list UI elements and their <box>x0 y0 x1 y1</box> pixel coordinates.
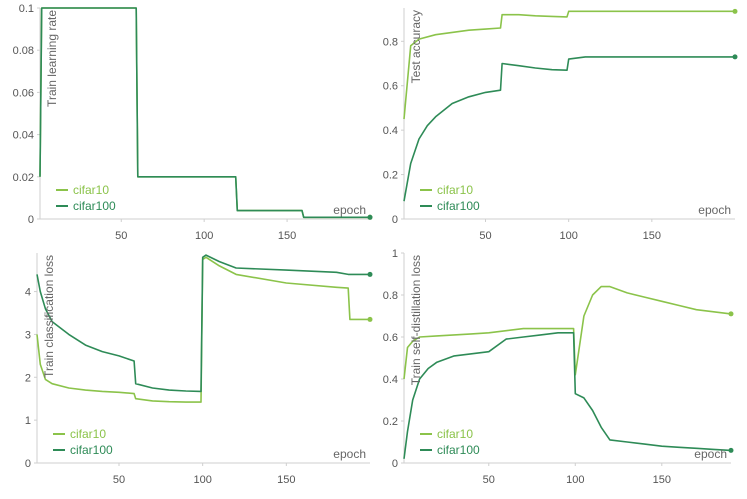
x-axis-label: epoch <box>698 203 731 217</box>
y-tick-label: 0 <box>392 458 398 470</box>
y-tick-label: 0.2 <box>383 416 398 428</box>
y-tick-label: 0.6 <box>383 332 398 344</box>
y-axis-label: Test accuracy <box>409 10 423 83</box>
legend-label-cifar10: cifar10 <box>437 427 473 441</box>
y-tick-label: 0.6 <box>383 81 398 93</box>
y-tick-label: 0.2 <box>383 170 398 182</box>
series-end-point-cifar10 <box>367 316 373 322</box>
legend-label-cifar10: cifar10 <box>437 183 473 197</box>
series-end-point-cifar10 <box>732 8 738 14</box>
x-tick-label: 50 <box>479 230 491 242</box>
y-tick-label: 0 <box>25 458 31 470</box>
series-end-point-cifar100 <box>728 447 734 453</box>
y-tick-label: 1 <box>25 415 31 427</box>
x-axis-label: epoch <box>694 447 727 461</box>
x-tick-label: 150 <box>653 474 671 486</box>
y-tick-label: 2 <box>25 372 31 384</box>
series-line-cifar100 <box>39 7 370 219</box>
chart-panel-2: 50 100 150 0 0.2 0.4 0.6 0.8 Test accuracy epoch c… <box>383 8 738 242</box>
y-tick-label: 0.08 <box>13 45 34 57</box>
x-tick-label: 150 <box>278 230 296 242</box>
chart-panel-3: 50 100 150 0 1 2 3 4 Train classification loss ep… <box>25 253 373 486</box>
y-tick-label: 0.1 <box>19 3 34 15</box>
series-line-cifar100 <box>36 254 370 393</box>
series-end-point-cifar10 <box>728 311 734 317</box>
y-axis-label: Train self-distillation loss <box>409 255 423 385</box>
y-tick-label: 0.8 <box>383 36 398 48</box>
y-tick-label: 0.4 <box>383 125 398 137</box>
legend-label-cifar100: cifar100 <box>437 443 480 457</box>
legend-label-cifar10: cifar10 <box>73 183 109 197</box>
y-tick-label: 0.04 <box>13 130 34 142</box>
series-end-point-cifar100 <box>367 214 373 220</box>
y-tick-label: 0.4 <box>383 374 398 386</box>
x-tick-label: 150 <box>277 474 295 486</box>
legend-label-cifar100: cifar100 <box>437 199 480 213</box>
x-tick-label: 100 <box>195 230 213 242</box>
y-tick-label: 1 <box>392 248 398 260</box>
y-tick-label: 0 <box>28 214 34 226</box>
x-tick-label: 50 <box>483 474 495 486</box>
x-axis-label: epoch <box>333 203 366 217</box>
series-line-cifar100 <box>403 331 732 459</box>
legend-label-cifar100: cifar100 <box>70 443 113 457</box>
y-tick-label: 3 <box>25 329 31 341</box>
y-tick-label: 0.02 <box>13 172 34 184</box>
x-tick-label: 50 <box>113 474 125 486</box>
series-line-cifar10 <box>403 285 732 380</box>
y-axis-label: Train classification loss <box>42 255 56 378</box>
chart-panel-1: 50 100 150 0 0.02 0.04 0.06 0.08 0.1 Train learni… <box>13 3 373 242</box>
x-tick-label: 100 <box>559 230 577 242</box>
x-tick-label: 150 <box>643 230 661 242</box>
chart-panel-4: 50 100 150 0 0.2 0.4 0.6 0.8 1 Train self-distill… <box>383 248 734 486</box>
series-line-cifar10 <box>403 10 735 120</box>
x-tick-label: 100 <box>566 474 584 486</box>
y-tick-label: 0.06 <box>13 87 34 99</box>
x-tick-label: 100 <box>193 474 211 486</box>
legend-label-cifar10: cifar10 <box>70 427 106 441</box>
series-line-cifar10 <box>36 256 370 403</box>
series-line-cifar100 <box>403 56 735 202</box>
series-end-point-cifar100 <box>732 54 738 60</box>
y-tick-label: 4 <box>25 287 31 299</box>
x-tick-label: 50 <box>115 230 127 242</box>
y-tick-label: 0 <box>392 214 398 226</box>
x-axis-label: epoch <box>333 447 366 461</box>
y-axis-label: Train learning rate <box>45 10 59 107</box>
legend-label-cifar100: cifar100 <box>73 199 116 213</box>
series-end-point-cifar100 <box>367 271 373 277</box>
y-tick-label: 0.8 <box>383 290 398 302</box>
